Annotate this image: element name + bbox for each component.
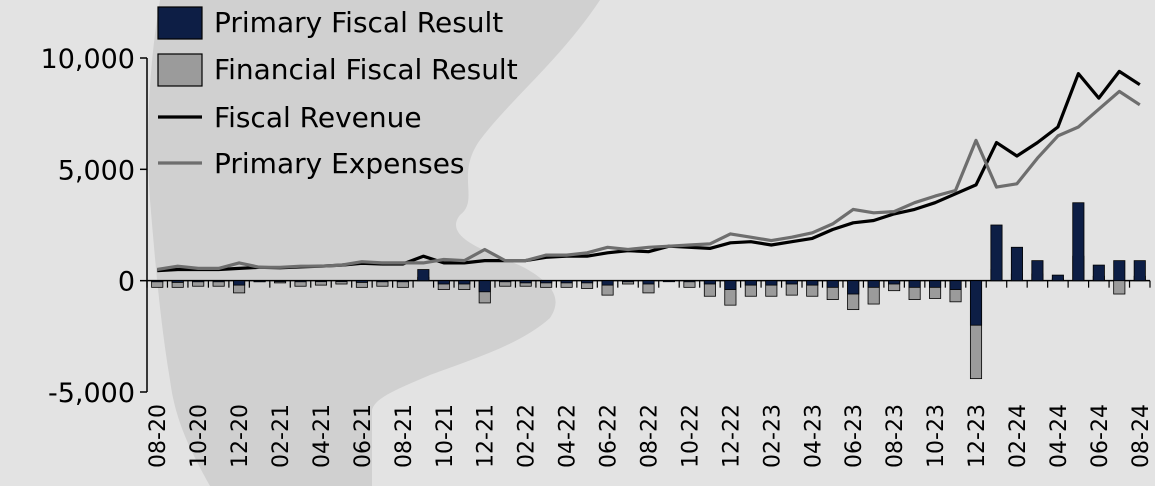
bar (151, 280, 164, 283)
bar (1031, 260, 1044, 282)
x-tick-label: 06-24 (1088, 404, 1113, 468)
bar (765, 280, 778, 286)
x-tick-label: 12-20 (228, 404, 253, 468)
bar (294, 280, 307, 283)
bar (1113, 260, 1126, 282)
bar (560, 280, 573, 284)
bar (376, 280, 389, 283)
bar (867, 280, 880, 288)
x-tick-label: 04-21 (310, 404, 335, 468)
x-tick-label: 06-21 (351, 404, 376, 468)
bar (949, 280, 962, 290)
bar (744, 280, 757, 286)
legend-swatch (157, 6, 203, 40)
bar (192, 280, 205, 283)
x-tick-label: 02-23 (760, 404, 785, 468)
bar (1092, 264, 1105, 282)
bar (1072, 202, 1085, 282)
x-tick-label: 08-20 (146, 404, 171, 468)
bar (888, 280, 901, 285)
x-tick-label: 10-22 (678, 404, 703, 468)
bar (683, 280, 696, 283)
legend-swatch (157, 53, 203, 87)
bar (171, 280, 184, 283)
y-tick-label: 5,000 (58, 155, 135, 186)
bar (396, 280, 409, 283)
bar (908, 280, 921, 288)
bar (847, 280, 860, 295)
legend-label: Primary Fiscal Result (214, 6, 503, 39)
series-line (156, 89, 1141, 272)
bar (1010, 246, 1023, 282)
bar (969, 280, 983, 326)
x-tick-label: 02-21 (269, 404, 294, 468)
bar (581, 280, 594, 284)
bar (724, 280, 737, 290)
bar (785, 280, 798, 285)
x-tick-label: 12-22 (719, 404, 744, 468)
bar (212, 280, 225, 283)
bar (499, 280, 512, 283)
x-tick-label: 02-24 (1006, 404, 1031, 468)
y-tick-label: -5,000 (48, 378, 135, 409)
bar (519, 280, 532, 284)
x-tick-label: 10-23 (924, 404, 949, 468)
x-tick-label: 04-23 (801, 404, 826, 468)
x-tick-label: 06-23 (842, 404, 867, 468)
x-tick-label: 10-20 (187, 404, 212, 468)
bar (253, 280, 266, 283)
x-tick-label: 04-22 (556, 404, 581, 468)
legend-label: Primary Expenses (214, 147, 465, 180)
bar (1113, 280, 1126, 295)
legend-label: Fiscal Revenue (214, 101, 422, 134)
bar (826, 280, 839, 288)
y-tick-label: 0 (118, 267, 135, 298)
map-silhouette (148, 0, 600, 486)
x-tick-label: 12-23 (965, 404, 990, 468)
x-tick-label: 08-22 (638, 404, 663, 468)
x-tick-label: 02-22 (515, 404, 540, 468)
bar (417, 269, 430, 282)
x-tick-label: 12-21 (474, 404, 499, 468)
y-tick-label: 10,000 (41, 44, 135, 75)
bar (478, 280, 491, 293)
bar (355, 280, 368, 283)
x-tick-label: 10-21 (433, 404, 458, 468)
bar (540, 280, 553, 284)
bar (642, 280, 655, 285)
x-tick-label: 04-24 (1047, 404, 1072, 468)
x-tick-label: 08-23 (883, 404, 908, 468)
bar (314, 280, 328, 283)
bar (662, 280, 675, 283)
x-tick-label: 08-21 (392, 404, 417, 468)
bar (990, 224, 1003, 282)
bar (622, 280, 635, 283)
bar (233, 280, 246, 286)
bar (1051, 274, 1064, 282)
x-tick-label: 06-22 (597, 404, 622, 468)
bar (437, 280, 450, 285)
bar (458, 280, 471, 285)
bar (335, 280, 348, 283)
legend-label: Financial Fiscal Result (214, 53, 518, 86)
x-tick-label: 08-24 (1129, 404, 1154, 468)
bar (806, 280, 819, 286)
bar (601, 280, 614, 286)
bar (929, 280, 942, 288)
bar (703, 280, 716, 285)
bar (1133, 260, 1146, 282)
bar (274, 280, 287, 283)
